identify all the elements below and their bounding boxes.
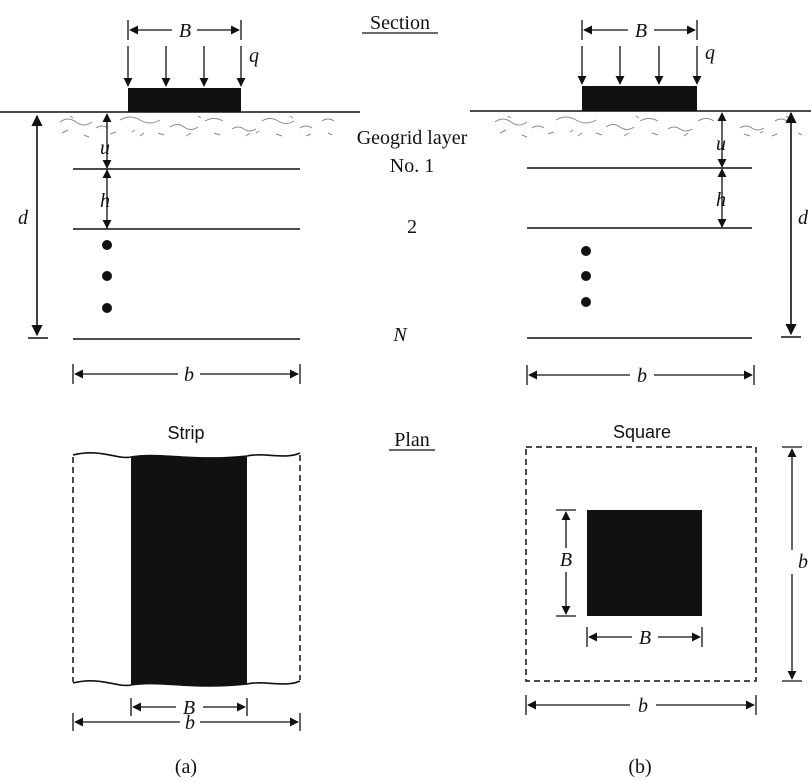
strip-footing [128,88,241,112]
section-a: B q d u h [0,20,360,386]
square-label: Square [613,422,671,442]
section-a-b-width-label: b [184,364,194,386]
ellipsis-dot [102,271,112,281]
section-b: B q u h d b [470,20,811,387]
section-a-b-label: B [179,20,191,42]
geogrid-layer-label: Geogrid layer [357,127,468,149]
section-b-u-label: u [716,133,726,155]
caption-a: (a) [175,756,197,778]
center-labels: Section Geogrid layer No. 1 2 N Plan [357,12,468,451]
layer-label-second: 2 [407,216,417,238]
plan-a: Strip B b (a) [72,423,301,778]
section-a-u-label: u [100,137,110,159]
section-a-d-label: d [18,207,29,229]
section-heading: Section [370,12,430,34]
strip-footing-plan [131,455,247,686]
ellipsis-dot [581,271,591,281]
ellipsis-dot [581,246,591,256]
ellipsis-dot [102,240,112,250]
plan-b-B-vertical-label: B [560,549,572,571]
plan-heading: Plan [394,429,430,451]
plan-a-b-label: b [185,712,195,734]
strip-label: Strip [167,423,204,443]
section-a-h-label: h [100,190,110,212]
layer-label-last: N [392,324,408,346]
plan-b: Square B B b b (b) [525,422,808,778]
plan-b-b-vertical-label: b [798,551,808,573]
square-plan-boundary [525,446,757,682]
section-b-b-label: B [635,20,647,42]
layer-label-first: No. 1 [390,155,434,177]
strip-plan-top-edge [72,451,301,459]
soil-texture [59,115,335,138]
ellipsis-dot [102,303,112,313]
section-b-q-label: q [705,42,715,64]
plan-a-B-label: B [183,697,195,719]
section-a-q-label: q [249,45,259,67]
soil-texture [494,115,803,138]
section-b-h-label: h [716,189,726,211]
plan-b-b-horizontal-label: b [638,695,648,717]
section-b-d-label: d [798,207,809,229]
square-footing-plan [587,510,702,616]
section-b-b-width-label: b [637,365,647,387]
caption-b: (b) [628,756,651,778]
plan-b-B-horizontal-label: B [639,627,651,649]
square-footing [582,86,697,111]
ellipsis-dot [581,297,591,307]
